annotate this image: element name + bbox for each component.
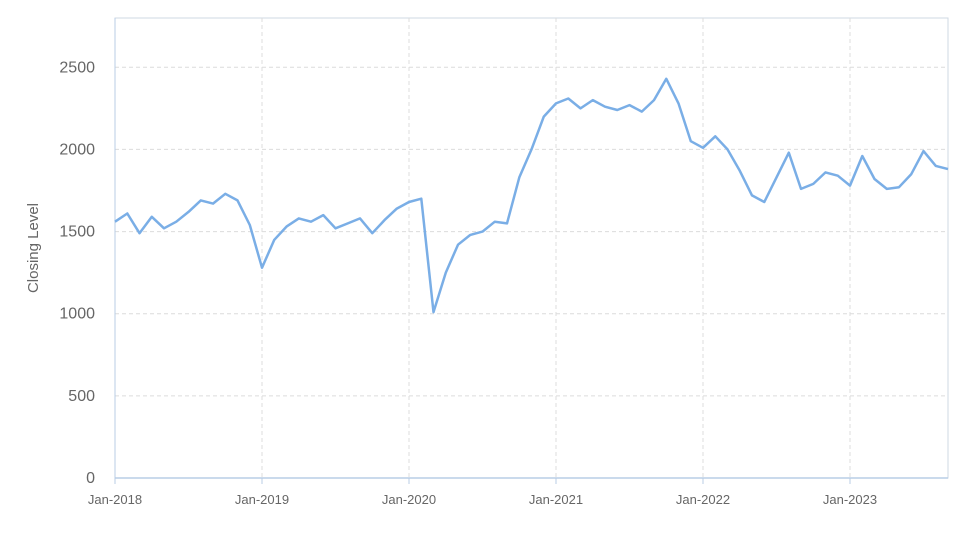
x-tick-label: Jan-2018 [88,492,142,507]
x-tick-label: Jan-2022 [676,492,730,507]
y-tick-label: 2000 [59,141,95,158]
y-tick-label: 1500 [59,224,95,241]
series-line [114,77,949,314]
y-tick-label: 1000 [59,306,95,323]
x-tick-label: Jan-2023 [823,492,877,507]
y-tick-label: 500 [68,388,95,405]
y-tick-label: 0 [86,470,95,487]
x-tick-label: Jan-2021 [529,492,583,507]
y-tick-label: 2500 [59,59,95,76]
x-tick-label: Jan-2019 [235,492,289,507]
ticks: 0 500 1000 1500 2000 2500 Jan-2018 Jan-2019 Jan-… [59,59,877,507]
plot-border [114,17,949,479]
x-tick-label: Jan-2020 [382,492,436,507]
y-axis-title: Closing Level [25,203,42,293]
grid [114,17,949,479]
